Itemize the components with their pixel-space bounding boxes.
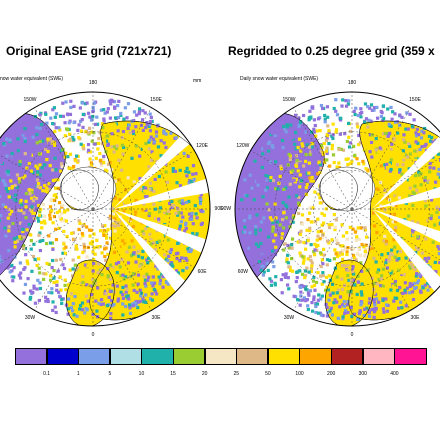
right-panel-subtitle: Daily snow water equivalent (SWE)	[240, 76, 319, 82]
longitude-label: 30W	[24, 315, 36, 322]
longitude-label: 180	[347, 80, 357, 86]
colorbar-swatch	[204, 348, 237, 365]
longitude-label: 60E	[197, 269, 207, 275]
longitude-label: 0	[350, 332, 354, 338]
map-body	[0, 98, 210, 326]
colorbar-tick-label: 1	[76, 371, 80, 377]
colorbar-tick-label: 400	[390, 371, 399, 377]
longitude-label: 180	[88, 80, 98, 86]
colorbar-swatch	[236, 348, 269, 365]
longitude-label: 30E	[410, 315, 420, 322]
longitude-label: 150W	[282, 96, 296, 103]
colorbar-tick-label: 20	[201, 371, 208, 377]
left-panel-title: Original EASE grid (721x721)	[6, 44, 172, 58]
colorbar-swatch	[15, 348, 48, 365]
colorbar-swatch	[299, 348, 332, 365]
left-panel-subtitle: now water equivalent (SWE)	[0, 76, 64, 82]
longitude-label: 90W	[220, 206, 232, 212]
left-panel-unit: mm	[193, 78, 202, 84]
colorbar-tick-label: 5	[108, 371, 112, 377]
colorbar-tick-label: 15	[170, 371, 176, 377]
colorbar-swatch	[362, 348, 395, 365]
colorbar-tick-label: 100	[295, 371, 304, 377]
longitude-label: 150E	[409, 96, 421, 103]
colorbar-tick-label: 25	[233, 371, 240, 377]
longitude-label: 120E	[196, 143, 208, 149]
longitude-label: 150E	[150, 96, 162, 103]
colorbar	[15, 348, 427, 365]
longitude-label: 60W	[237, 269, 249, 275]
colorbar-swatch	[394, 348, 427, 365]
colorbar-swatch	[109, 348, 143, 365]
longitude-label: 150W	[23, 96, 37, 103]
longitude-label: 30W	[283, 315, 295, 322]
colorbar-swatch	[46, 348, 79, 365]
longitude-label: 120W	[236, 143, 250, 149]
colorbar-tick-label: 0.1	[43, 371, 51, 377]
right-panel-title: Regridded to 0.25 degree grid (359 x	[228, 44, 435, 58]
colorbar-tick-label: 10	[138, 371, 145, 377]
longitude-label: 30E	[151, 315, 161, 322]
colorbar-swatch	[141, 348, 174, 365]
longitude-label: 0	[91, 332, 95, 338]
colorbar-swatch	[78, 348, 111, 365]
colorbar-tick-label: 300	[358, 371, 367, 377]
colorbar-swatch	[267, 348, 301, 365]
colorbar-tick-label: 200	[326, 371, 336, 377]
colorbar-swatch	[331, 348, 364, 365]
colorbar-swatch	[173, 348, 206, 365]
map-body	[235, 98, 440, 326]
colorbar-tick-label: 50	[265, 371, 271, 377]
longitude-label: 90E	[214, 206, 224, 212]
